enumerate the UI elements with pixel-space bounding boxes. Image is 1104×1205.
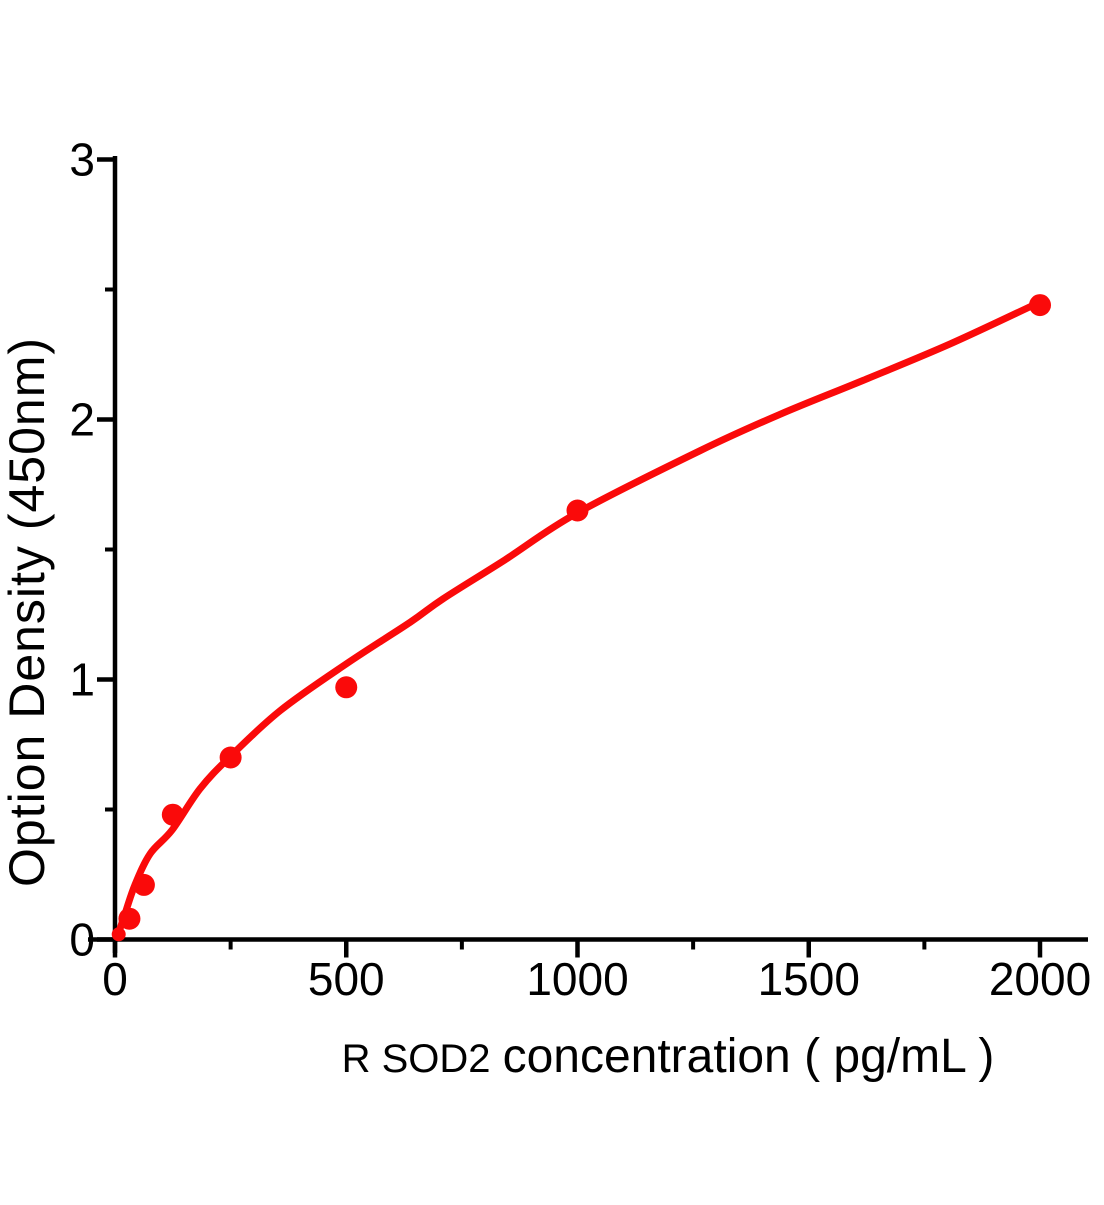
data-point [1029,294,1051,317]
data-point [161,803,184,826]
data-point [335,676,358,699]
curve-origin-cap [111,927,126,942]
y-axis-tick-label: 0 [69,914,95,966]
y-axis-tick-label: 2 [69,394,95,446]
data-point [566,499,589,522]
x-axis-tick-labels: 0 500 1000 1500 2000 [102,953,1091,1005]
x-axis-title-prefix: R SOD2 [342,1037,491,1081]
x-axis-title: R SOD2 concentration ( pg/mL ) [342,1030,995,1083]
data-points-group [118,294,1051,930]
x-axis-tick-label: 1000 [526,953,628,1005]
fit-curve-path [113,299,1043,941]
data-point [219,746,242,769]
y-axis-tick-label: 3 [69,134,95,186]
data-point [118,907,141,930]
x-axis-tick-label: 0 [102,953,128,1005]
x-axis-tick-label: 500 [308,953,385,1005]
y-axis-title: Option Density (450nm) [0,337,55,887]
data-point [132,873,155,896]
y-axis-tick-labels: 0 1 2 3 [69,134,95,966]
fit-curve-group [111,299,1043,942]
x-axis-tick-label: 1500 [758,953,860,1005]
x-axis-title-main: concentration ( pg/mL ) [503,1030,995,1083]
x-axis-tick-label: 2000 [989,953,1091,1005]
y-axis-tick-label: 1 [69,654,95,706]
